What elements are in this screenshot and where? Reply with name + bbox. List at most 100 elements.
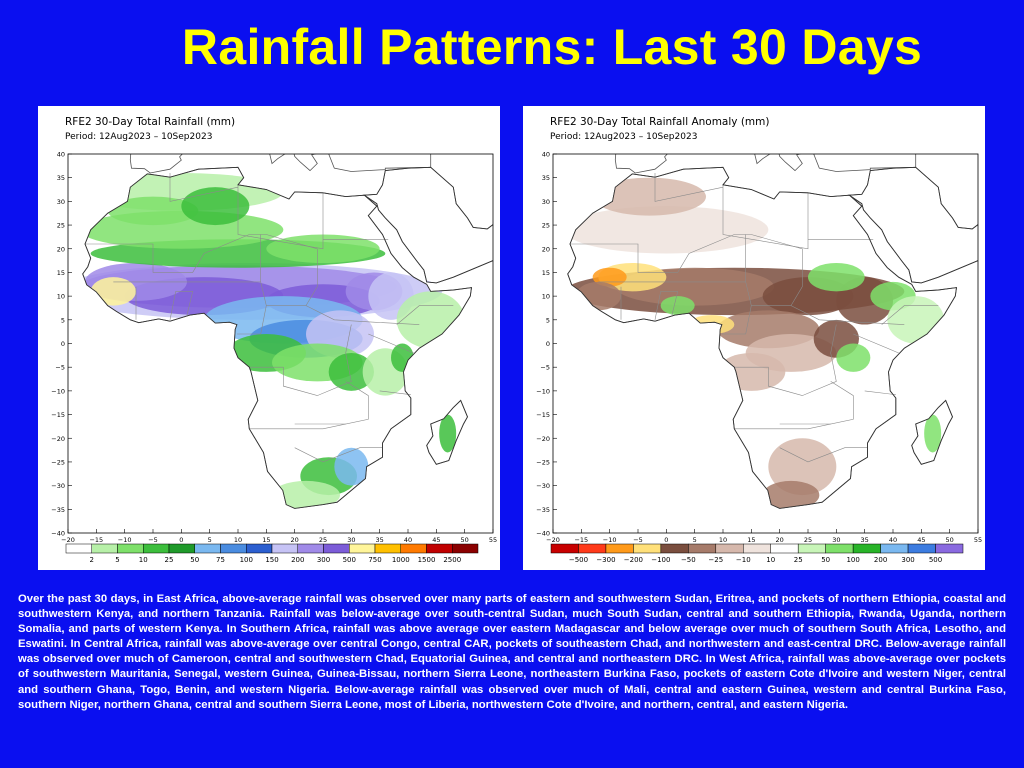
lon-tick-label: 30 <box>347 536 355 544</box>
legend-swatch <box>65 543 92 554</box>
legend-label: 300 <box>901 556 914 564</box>
lat-tick-label: 0 <box>546 340 550 348</box>
legend-label: −200 <box>624 556 643 564</box>
lon-tick-label: 20 <box>291 536 299 544</box>
legend-label: 150 <box>265 556 278 564</box>
lat-tick-label: −40 <box>51 530 65 538</box>
lat-tick-label: 10 <box>57 293 65 301</box>
lat-tick-label: 35 <box>57 174 65 182</box>
lat-tick-label: −30 <box>536 482 550 490</box>
legend-swatch <box>194 543 221 554</box>
map-title: RFE2 30-Day Total Rainfall Anomaly (mm) <box>550 116 770 128</box>
lat-tick-label: 5 <box>546 316 550 324</box>
lat-tick-label: 25 <box>542 222 550 230</box>
legend-swatch <box>143 543 170 554</box>
lat-tick-label: −15 <box>51 411 65 419</box>
lat-tick-label: 0 <box>61 340 65 348</box>
lon-tick-label: 20 <box>776 536 784 544</box>
legend-swatch <box>605 543 634 554</box>
lat-tick-label: −30 <box>51 482 65 490</box>
lat-tick-label: 20 <box>542 245 550 253</box>
lat-tick-label: −20 <box>536 435 550 443</box>
legend-swatch <box>743 543 771 554</box>
legend-swatch <box>578 543 607 554</box>
legend-label: 5 <box>115 556 119 564</box>
lat-tick-label: 15 <box>57 269 65 277</box>
slide-title: Rainfall Patterns: Last 30 Days <box>181 19 923 75</box>
lat-tick-label: 40 <box>57 151 65 159</box>
legend-swatch <box>297 543 324 554</box>
legend-label: 25 <box>165 556 174 564</box>
lat-tick-label: 30 <box>57 198 65 206</box>
legend-label: 200 <box>291 556 304 564</box>
legend-label: 300 <box>317 556 330 564</box>
lon-tick-label: −10 <box>603 536 617 544</box>
slide-description: Over the past 30 days, in East Africa, a… <box>18 593 1006 711</box>
legend-label: 500 <box>929 556 942 564</box>
country-borders <box>85 173 454 463</box>
legend-label: 1500 <box>418 556 436 564</box>
lat-tick-label: 25 <box>57 222 65 230</box>
lat-tick-label: −10 <box>536 387 550 395</box>
legend-label: −25 <box>708 556 723 564</box>
legend-label: 50 <box>190 556 199 564</box>
legend-label: 100 <box>240 556 253 564</box>
lon-tick-label: 40 <box>889 536 897 544</box>
legend-swatch <box>168 543 195 554</box>
legend-swatch <box>633 543 662 554</box>
lat-tick-label: −40 <box>536 530 550 538</box>
lat-tick-label: 10 <box>542 293 550 301</box>
legend-swatch <box>220 543 247 554</box>
rainfall-shading <box>567 177 944 509</box>
rainfall-total-map-panel: RFE2 30-Day Total Rainfall (mm) Period: … <box>38 106 500 570</box>
lat-tick-label: −35 <box>51 506 65 514</box>
map-area <box>68 154 493 533</box>
lon-tick-label: 30 <box>832 536 840 544</box>
legend-swatch <box>907 543 936 554</box>
lon-tick-label: −20 <box>61 536 75 544</box>
lon-tick-label: 45 <box>917 536 925 544</box>
legend-swatch <box>660 543 689 554</box>
legend-label: 200 <box>874 556 887 564</box>
legend-swatch <box>825 543 854 554</box>
lat-tick-label: −20 <box>51 435 65 443</box>
lon-tick-label: 55 <box>489 536 497 544</box>
lon-tick-label: −15 <box>574 536 588 544</box>
legend-swatch <box>880 543 909 554</box>
lon-tick-label: 35 <box>861 536 869 544</box>
lat-tick-label: 35 <box>542 174 550 182</box>
lon-tick-label: 10 <box>719 536 727 544</box>
lat-tick-label: −15 <box>536 411 550 419</box>
lon-tick-label: −5 <box>633 536 643 544</box>
lon-tick-label: 10 <box>234 536 242 544</box>
lon-tick-label: −20 <box>546 536 560 544</box>
lon-tick-label: 50 <box>946 536 954 544</box>
rainfall-anomaly-map: 4035302520151050−5−10−15−20−25−30−35−40−… <box>536 151 982 565</box>
map-title: RFE2 30-Day Total Rainfall (mm) <box>65 116 236 128</box>
lat-tick-label: 30 <box>542 198 550 206</box>
map-period: Period: 12Aug2023 – 10Sep2023 <box>65 132 213 142</box>
color-legend: −500 −300 −200 −100 −50 −25 −10 10 25 50 100 200 300… <box>550 543 964 564</box>
legend-label: −100 <box>651 556 670 564</box>
lat-tick-label: 40 <box>542 151 550 159</box>
lat-tick-label: −10 <box>51 387 65 395</box>
legend-label: −10 <box>736 556 751 564</box>
lon-tick-label: 25 <box>804 536 812 544</box>
legend-swatch <box>323 543 350 554</box>
rainfall-total-map: 4035302520151050−5−10−15−20−25−30−35−40−… <box>51 151 497 565</box>
legend-swatch <box>935 543 964 554</box>
map-area <box>553 154 978 533</box>
lon-tick-label: −15 <box>89 536 103 544</box>
legend-swatch <box>452 543 479 554</box>
lon-tick-label: 0 <box>664 536 668 544</box>
lon-tick-label: 5 <box>208 536 212 544</box>
lat-tick-label: −35 <box>536 506 550 514</box>
legend-label: 10 <box>139 556 148 564</box>
lat-tick-label: −25 <box>536 458 550 466</box>
lon-tick-label: 5 <box>693 536 697 544</box>
legend-swatch <box>91 543 118 554</box>
legend-label: 750 <box>368 556 381 564</box>
legend-swatch <box>246 543 273 554</box>
legend-label: 2500 <box>443 556 461 564</box>
legend-label: 100 <box>846 556 859 564</box>
